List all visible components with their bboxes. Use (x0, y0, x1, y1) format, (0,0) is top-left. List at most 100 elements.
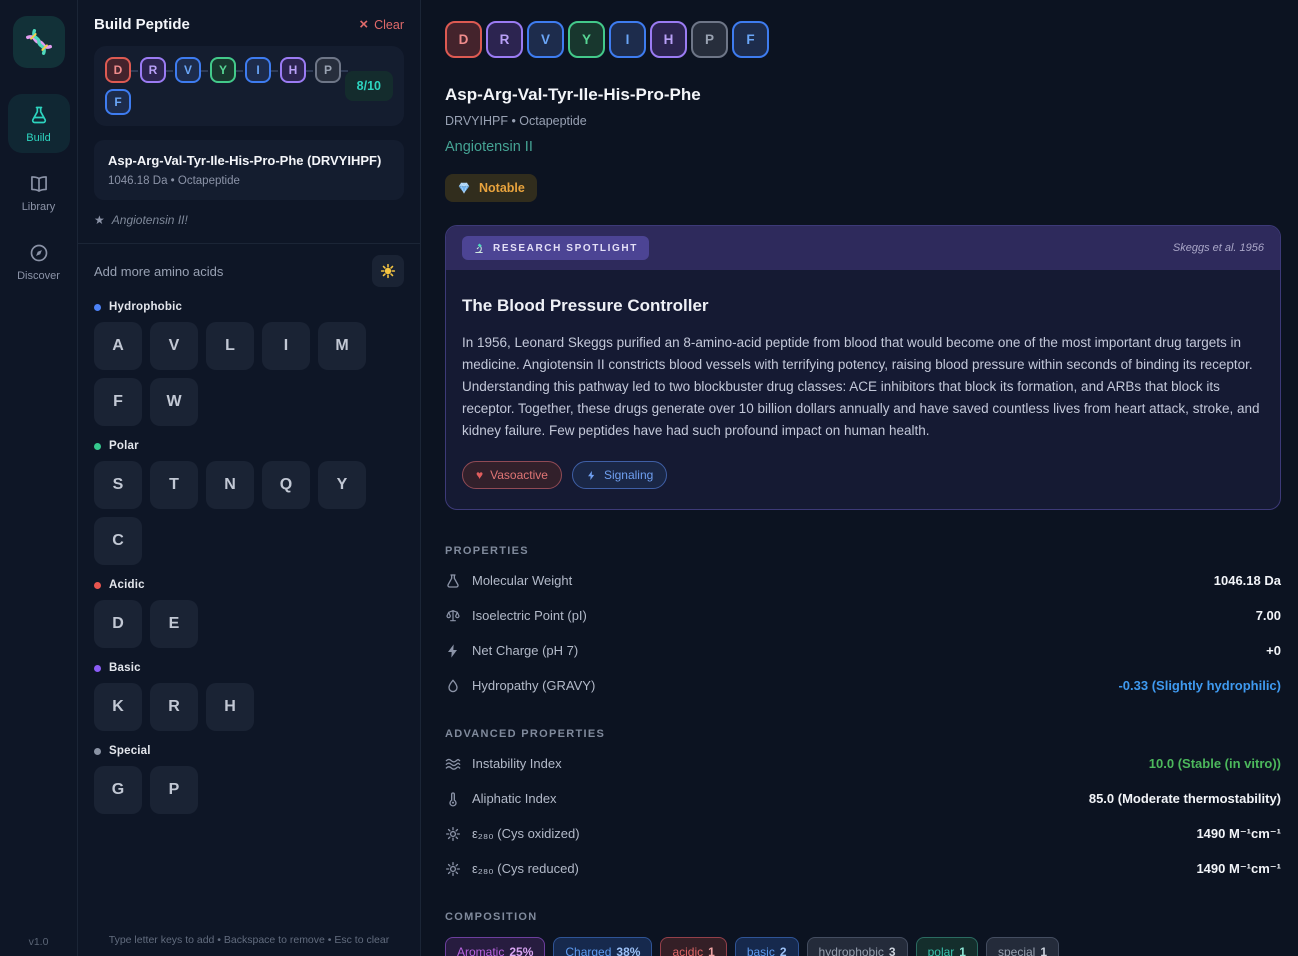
spotlight-title: The Blood Pressure Controller (462, 296, 709, 315)
category-dot (94, 747, 101, 755)
aa-button[interactable]: H (206, 683, 254, 731)
residue-chip[interactable]: D (105, 57, 138, 83)
hint-button[interactable] (372, 255, 404, 287)
composition-badges: Aromatic 25% Charged 38% acidic 1 basic 2 hy… (445, 937, 1281, 956)
property-row-aliphatic-index: Aliphatic Index 85.0 (Moderate thermosta… (445, 781, 1281, 816)
category-dot (94, 581, 101, 589)
sun-icon (445, 826, 461, 842)
sun-icon (445, 861, 461, 877)
aa-button[interactable]: F (94, 378, 142, 426)
aa-button[interactable]: L (206, 322, 254, 370)
composition-badge: polar 1 (915, 937, 978, 956)
scale-icon (445, 608, 461, 624)
aa-button[interactable]: S (94, 461, 142, 509)
aa-button[interactable]: Y (318, 461, 366, 509)
angiotensin-link[interactable]: Angiotensin II (445, 139, 533, 155)
property-value: 85.0 (Moderate thermostability) (1088, 791, 1281, 806)
aa-button[interactable]: R (150, 683, 198, 731)
residue-chip: Y (568, 21, 605, 58)
property-row-eps280-reduced: ε₂₈₀ (Cys reduced) 1490 M⁻¹cm⁻¹ (445, 851, 1281, 886)
category-dot (94, 442, 101, 450)
residue-chip: H (650, 21, 687, 58)
residue-counter: 8/10 (344, 71, 393, 101)
aa-button[interactable]: N (206, 461, 254, 509)
notable-badge: Notable (445, 174, 537, 202)
advanced-properties-heading: ADVANCED PROPERTIES (445, 728, 606, 740)
property-value: 1490 M⁻¹cm⁻¹ (1196, 860, 1281, 876)
aa-group-special: Special G P (94, 745, 404, 814)
property-row-molecular-weight: Molecular Weight 1046.18 Da (445, 563, 1281, 598)
peptide-meta: 1046.18 Da • Octapeptide (108, 175, 240, 187)
aa-button[interactable]: K (94, 683, 142, 731)
advanced-properties-list: Instability Index 10.0 (Stable (in vitro… (445, 746, 1281, 886)
residue-chip[interactable]: R (140, 57, 173, 83)
composition-badge: Aromatic 25% (445, 937, 546, 956)
aa-button[interactable]: P (150, 766, 198, 814)
properties-heading: PROPERTIES (445, 545, 529, 557)
thermometer-icon (445, 791, 461, 807)
citation: Skeggs et al. 1956 (1172, 242, 1264, 254)
book-icon (29, 174, 49, 194)
residue-chip: I (609, 21, 646, 58)
property-row-net-charge: Net Charge (pH 7) +0 (445, 633, 1281, 668)
peptide-name-card: Asp-Arg-Val-Tyr-Ile-His-Pro-Phe (DRVYIHP… (94, 140, 404, 200)
aa-button[interactable]: G (94, 766, 142, 814)
residue-chip[interactable]: P (315, 57, 348, 83)
aa-button[interactable]: C (94, 517, 142, 565)
flask-icon (445, 573, 461, 589)
residue-chip[interactable]: Y (210, 57, 243, 83)
aa-group-basic: Basic K R H (94, 662, 404, 731)
keyboard-hint: Type letter keys to add • Backspace to r… (108, 934, 390, 946)
residue-chip[interactable]: F (105, 89, 131, 115)
spotlight-text: In 1956, Leonard Skeggs purified an 8-am… (462, 335, 1260, 438)
property-value: 7.00 (1255, 608, 1281, 623)
waves-icon (445, 756, 461, 772)
aa-group-hydrophobic: Hydrophobic A V L I M F W (94, 301, 404, 426)
microscope-icon (473, 242, 485, 254)
aa-button[interactable]: A (94, 322, 142, 370)
bolt-icon (445, 643, 461, 659)
property-value: 10.0 (Stable (in vitro)) (1148, 756, 1281, 771)
residue-chip[interactable]: H (280, 57, 313, 83)
spotlight-tag: RESEARCH SPOTLIGHT (462, 236, 649, 260)
clear-button[interactable]: × Clear (359, 16, 404, 33)
build-peptide-panel: Build Peptide × Clear D R V Y I H P F 8/… (78, 0, 421, 956)
spotlight-header: RESEARCH SPOTLIGHT Skeggs et al. 1956 (446, 226, 1280, 270)
aa-button[interactable]: M (318, 322, 366, 370)
sidebar-item-label: Build (26, 132, 51, 144)
aa-button[interactable]: V (150, 322, 198, 370)
sidebar-item-discover[interactable]: Discover (8, 232, 70, 291)
divider (78, 243, 420, 244)
sidebar-item-library[interactable]: Library (8, 163, 70, 222)
peptide-name: Asp-Arg-Val-Tyr-Ile-His-Pro-Phe (DRVYIHP… (108, 153, 382, 168)
flask-icon (29, 105, 49, 125)
page-title: Asp-Arg-Val-Tyr-Ile-His-Pro-Phe (445, 85, 701, 104)
aa-button[interactable]: D (94, 600, 142, 648)
residue-chip: D (445, 21, 482, 58)
aa-button[interactable]: I (262, 322, 310, 370)
aa-button[interactable]: E (150, 600, 198, 648)
aa-group-polar: Polar S T N Q Y C (94, 440, 404, 565)
aa-button[interactable]: Q (262, 461, 310, 509)
nav-rail: Build Library Discover v1.0 (0, 0, 78, 956)
property-row-hydropathy: Hydropathy (GRAVY) -0.33 (Slightly hydro… (445, 668, 1281, 703)
composition-badge: special 1 (985, 937, 1060, 956)
star-icon: ★ (94, 213, 105, 227)
composition-badge: Charged 38% (553, 937, 653, 956)
aa-button[interactable]: W (150, 378, 198, 426)
residue-chip[interactable]: V (175, 57, 208, 83)
bolt-icon (586, 470, 597, 481)
aa-button[interactable]: T (150, 461, 198, 509)
sidebar-item-build[interactable]: Build (7, 94, 70, 153)
residue-chip: P (691, 21, 728, 58)
properties-list: Molecular Weight 1046.18 Da Isoelectric … (445, 563, 1281, 703)
panel-title: Build Peptide (94, 16, 190, 33)
app-version: v1.0 (28, 936, 49, 948)
sidebar-item-label: Discover (17, 270, 60, 282)
composition-badge: basic 2 (734, 937, 799, 956)
residue-chip[interactable]: I (245, 57, 278, 83)
gem-icon (457, 181, 471, 195)
category-dot (94, 664, 101, 672)
aa-group-acidic: Acidic D E (94, 579, 404, 648)
peptide-detail: D R V Y I H P F Asp-Arg-Val-Tyr-Ile-His-… (421, 0, 1298, 956)
